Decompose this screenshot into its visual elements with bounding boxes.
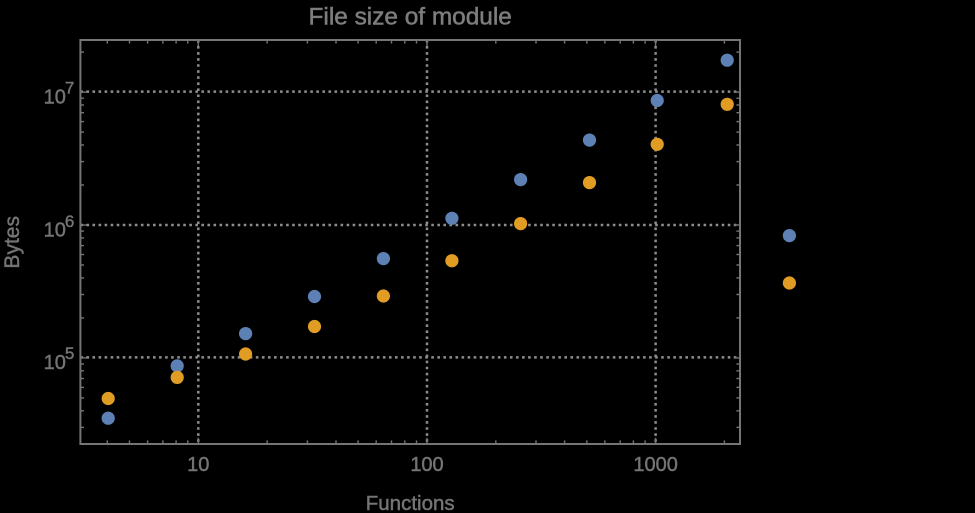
svg-text:Functions: Functions	[366, 492, 455, 513]
svg-text:File size of module: File size of module	[309, 3, 512, 30]
svg-text:10: 10	[187, 454, 209, 476]
svg-text:1000: 1000	[633, 454, 678, 476]
svg-text:100: 100	[410, 454, 443, 476]
svg-text:Bytes: Bytes	[1, 216, 24, 269]
